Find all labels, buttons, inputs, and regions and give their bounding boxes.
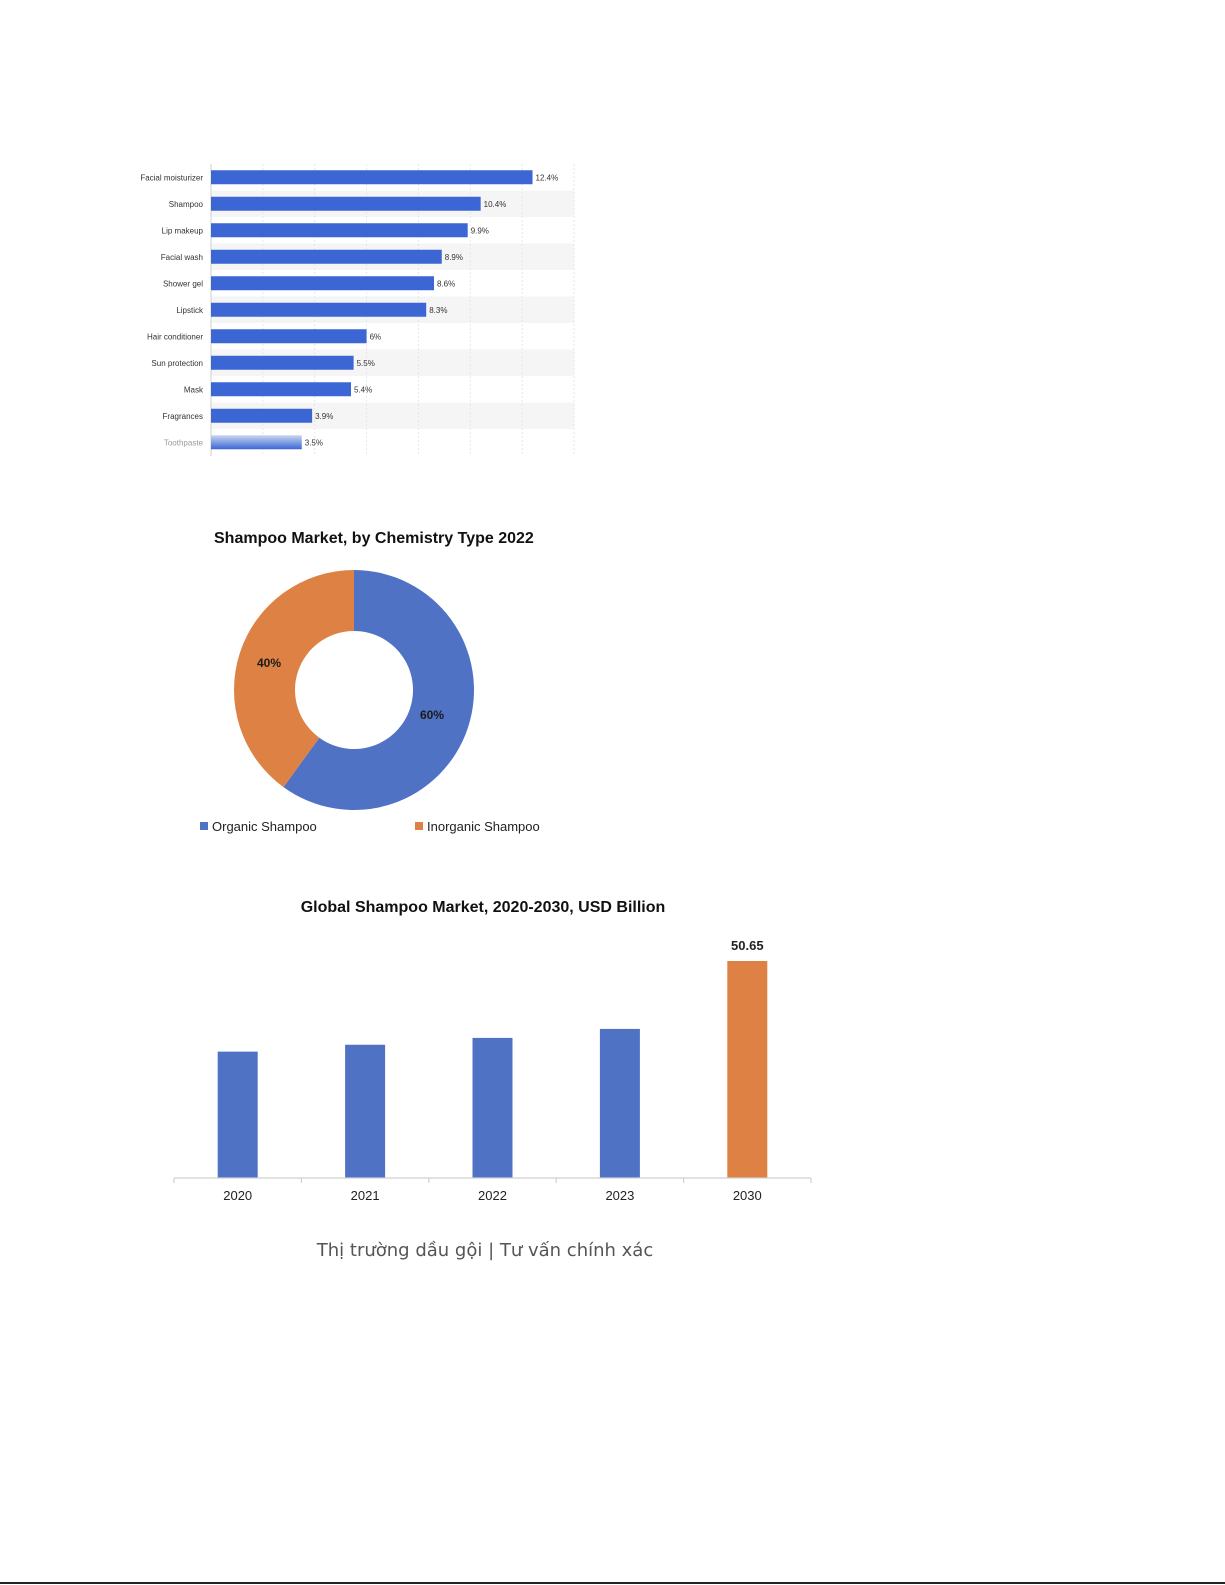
bar — [211, 223, 468, 238]
value-label: 12.4% — [536, 173, 559, 182]
category-label: Mask — [184, 385, 204, 394]
category-label: Sun protection — [151, 359, 203, 368]
category-label: Facial moisturizer — [140, 173, 203, 182]
value-label: 9.9% — [471, 226, 489, 235]
value-label: 50.65 — [731, 938, 764, 953]
bar — [211, 355, 354, 370]
bar — [211, 382, 352, 397]
value-label: 3.9% — [315, 412, 333, 421]
bar — [211, 249, 442, 264]
category-label: 2022 — [478, 1188, 507, 1203]
chart-title: Shampoo Market, by Chemistry Type 2022 — [214, 530, 534, 547]
global-market-bar-chart: Global Shampoo Market, 2020-2030, USD Bi… — [173, 899, 812, 1203]
slice-label: 60% — [420, 708, 444, 722]
category-label: Hair conditioner — [147, 332, 203, 341]
legend-label: Inorganic Shampoo — [427, 819, 540, 834]
category-label: Facial wash — [161, 253, 203, 262]
bar — [217, 1051, 258, 1178]
bar — [472, 1037, 513, 1178]
category-label: 2021 — [351, 1188, 380, 1203]
bar — [211, 196, 481, 211]
category-label: 2023 — [605, 1188, 634, 1203]
value-label: 10.4% — [484, 200, 507, 209]
bar — [211, 170, 533, 185]
legend-label: Organic Shampoo — [212, 819, 317, 834]
donut-slice — [234, 570, 354, 788]
bar — [727, 961, 768, 1178]
category-label: Fragrances — [163, 412, 203, 421]
legend-swatch — [415, 822, 423, 830]
bar — [211, 435, 302, 450]
category-label: 2030 — [733, 1188, 762, 1203]
bar — [599, 1028, 640, 1178]
legend-swatch — [200, 822, 208, 830]
bar — [211, 276, 434, 291]
slice-label: 40% — [257, 656, 281, 670]
category-label: Toothpaste — [164, 438, 204, 447]
cosmetics-bar-chart: Facial moisturizer Shampoo Lip makeup Facia… — [140, 164, 575, 456]
bar — [345, 1044, 386, 1178]
category-label: Lipstick — [176, 306, 204, 315]
chart-title: Global Shampoo Market, 2020-2030, USD Bi… — [301, 899, 666, 916]
category-label: Shampoo — [169, 200, 204, 209]
page-bottom-rule — [0, 1582, 1225, 1584]
value-label: 8.9% — [445, 253, 463, 262]
value-label: 3.5% — [305, 438, 323, 447]
image-caption: Thị trường dầu gội | Tư vấn chính xác — [316, 1240, 654, 1261]
value-label: 5.4% — [354, 385, 372, 394]
value-label: 6% — [370, 332, 382, 341]
category-label: Shower gel — [163, 279, 203, 288]
chemistry-type-donut-chart: Shampoo Market, by Chemistry Type 2022 6… — [200, 530, 540, 834]
category-label: 2020 — [223, 1188, 252, 1203]
category-label: Lip makeup — [162, 226, 204, 235]
value-label: 8.6% — [437, 279, 455, 288]
bar — [211, 302, 427, 317]
donut-slice — [283, 570, 475, 810]
value-label: 8.3% — [429, 306, 447, 315]
value-label: 5.5% — [357, 359, 375, 368]
bar — [211, 408, 313, 423]
bar — [211, 329, 367, 344]
